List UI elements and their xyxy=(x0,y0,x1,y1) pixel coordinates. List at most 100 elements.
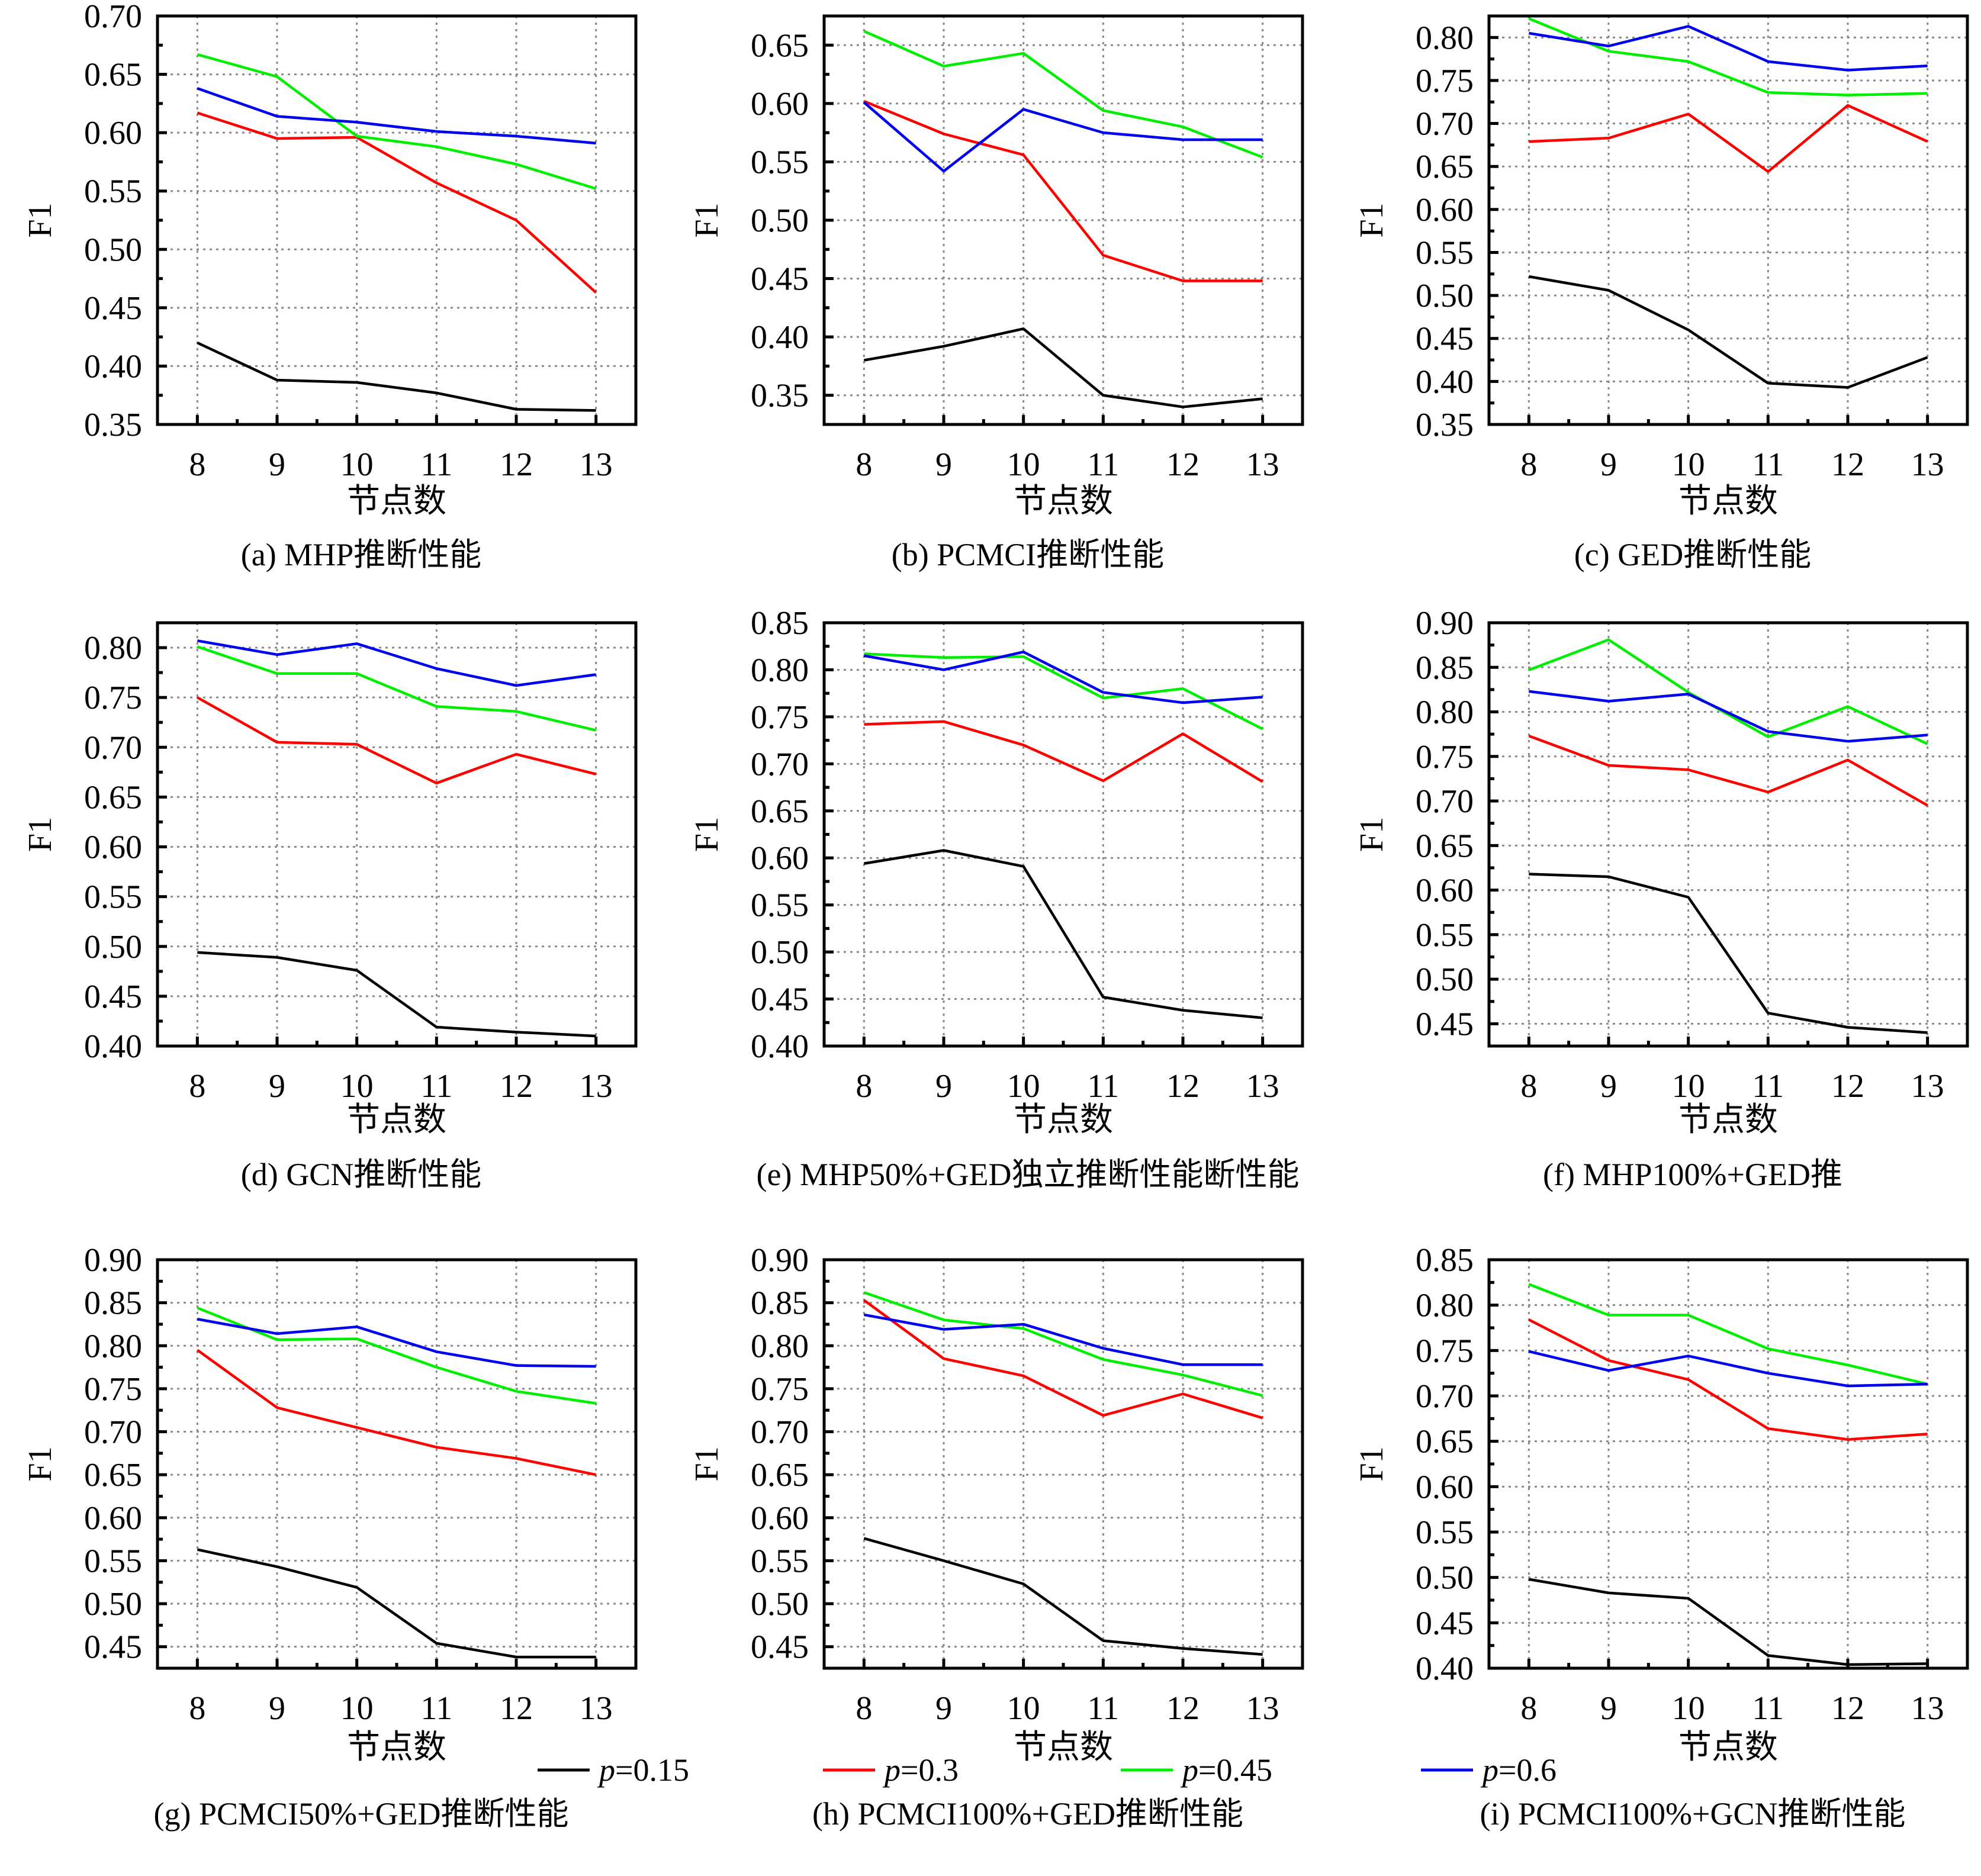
x-tick-label: 11 xyxy=(420,1068,452,1105)
y-tick-label: 0.65 xyxy=(1416,149,1474,185)
series-line-p-0-6 xyxy=(1529,690,1928,743)
series-line-p-0-3 xyxy=(197,696,597,785)
x-tick-label: 9 xyxy=(269,1690,285,1727)
y-tick-label: 0.85 xyxy=(1416,649,1474,686)
y-tick-label: 0.40 xyxy=(751,1028,809,1065)
y-axis-title: F1 xyxy=(22,202,59,237)
y-tick-label: 0.45 xyxy=(84,290,142,327)
x-tick-label: 13 xyxy=(1911,1690,1944,1727)
x-tick-label: 10 xyxy=(340,446,374,483)
y-tick-label: 0.45 xyxy=(751,261,809,298)
x-tick-label: 12 xyxy=(1831,446,1864,483)
x-tick-label: 10 xyxy=(1672,1068,1705,1105)
y-tick-label: 0.60 xyxy=(84,829,142,866)
series-line-p-0-3 xyxy=(197,111,597,294)
series-line-p-0-3 xyxy=(863,1299,1263,1420)
y-tick-label: 0.40 xyxy=(84,1028,142,1065)
y-tick-label: 0.75 xyxy=(1416,63,1474,99)
y-tick-label: 0.40 xyxy=(84,348,142,385)
y-tick-label: 0.45 xyxy=(1416,1006,1474,1042)
x-tick-label: 13 xyxy=(1246,1068,1279,1105)
x-tick-label: 12 xyxy=(1166,1068,1199,1105)
x-tick-label: 10 xyxy=(1007,1690,1040,1727)
plot-frame xyxy=(822,14,1304,426)
series-line-p-0-3 xyxy=(197,1349,597,1476)
y-tick-label: 0.35 xyxy=(1416,407,1474,443)
legend-var: p xyxy=(1480,1752,1498,1788)
x-tick-label: 8 xyxy=(1520,1690,1537,1727)
x-tick-label: 10 xyxy=(1007,446,1040,483)
x-tick-label: 9 xyxy=(1600,1690,1617,1727)
x-tick-label: 13 xyxy=(580,1068,613,1105)
series-line-p-0-6 xyxy=(863,651,1263,704)
legend-value: =0.45 xyxy=(1198,1752,1272,1788)
y-tick-label: 0.80 xyxy=(1416,694,1474,731)
chart-panel-a: 0.35 0.40 0.45 0.50 0.55 0.60 0.65 0.70 8 9 10 11 12… xyxy=(22,0,638,572)
y-tick-label: 0.50 xyxy=(1416,961,1474,998)
series-line-p-0-45 xyxy=(864,652,1263,731)
x-tick-label: 9 xyxy=(269,1068,285,1105)
y-axis-title: F1 xyxy=(1353,1446,1390,1481)
chart-caption: (f) MHP100%+GED推 xyxy=(1543,1157,1842,1192)
y-tick-label: 0.85 xyxy=(751,605,809,642)
series-line-p-0-45 xyxy=(197,1307,597,1405)
chart-panel-g: 0.45 0.50 0.55 0.60 0.65 0.70 0.75 0.80 0.85 0.90… xyxy=(22,1242,638,1832)
x-tick-label: 13 xyxy=(1246,1690,1279,1727)
x-tick-label: 12 xyxy=(1166,1690,1199,1727)
x-tick-label: 11 xyxy=(1087,1068,1119,1105)
series-line-p-0-6 xyxy=(863,101,1263,173)
x-tick-label: 13 xyxy=(1911,1068,1944,1105)
series-line-p-0-3 xyxy=(863,99,1263,282)
series-line-p-0-45 xyxy=(863,1291,1263,1397)
chart-caption: (i) PCMCI100%+GCN推断性能 xyxy=(1480,1796,1906,1832)
series-line-p-0-15 xyxy=(197,1548,596,1659)
x-tick-label: 11 xyxy=(1752,1068,1784,1105)
x-tick-label: 9 xyxy=(1600,1068,1617,1105)
series-line-p-0-15 xyxy=(1529,873,1928,1034)
y-axis-title: F1 xyxy=(22,817,59,852)
x-tick-label: 11 xyxy=(1087,446,1119,483)
y-tick-label: 0.55 xyxy=(751,1543,809,1579)
y-tick-label: 0.70 xyxy=(751,1414,809,1451)
y-tick-label: 0.90 xyxy=(751,1242,809,1279)
y-tick-label: 0.40 xyxy=(1416,363,1474,400)
y-tick-label: 0.45 xyxy=(84,979,142,1015)
y-axis-title: F1 xyxy=(689,202,725,237)
x-tick-label: 12 xyxy=(500,446,533,483)
y-tick-label: 0.70 xyxy=(1416,1378,1474,1415)
series-line-p-0-45 xyxy=(1528,638,1928,745)
series-line-p-0-45 xyxy=(1528,1283,1928,1386)
plot-frame xyxy=(822,621,1304,1048)
x-tick-label: 11 xyxy=(420,446,452,483)
y-axis-title: F1 xyxy=(689,1446,725,1481)
plot-frame xyxy=(1487,1258,1969,1670)
y-tick-label: 0.75 xyxy=(84,1371,142,1408)
plot-frame xyxy=(822,1258,1304,1670)
x-tick-label: 10 xyxy=(1007,1068,1040,1105)
series-line-p-0-3 xyxy=(1529,104,1928,173)
y-axis-title: F1 xyxy=(1353,202,1390,237)
y-tick-label: 0.65 xyxy=(84,57,142,94)
y-tick-label: 0.60 xyxy=(84,115,142,152)
y-tick-label: 0.55 xyxy=(84,1543,142,1579)
series-line-p-0-3 xyxy=(1528,1318,1928,1441)
y-tick-label: 0.70 xyxy=(751,746,809,783)
series-line-p-0-15 xyxy=(863,327,1263,408)
y-tick-label: 0.45 xyxy=(1416,1605,1474,1642)
series-line-p-0-6 xyxy=(197,1318,596,1368)
legend-item: p=0.15 xyxy=(538,1752,689,1788)
x-tick-label: 8 xyxy=(856,1068,872,1105)
y-tick-label: 0.65 xyxy=(1416,828,1474,864)
x-tick-label: 10 xyxy=(340,1068,374,1105)
y-tick-label: 0.65 xyxy=(751,27,809,64)
series-line-p-0-15 xyxy=(1528,1578,1928,1666)
plot-frame xyxy=(1487,14,1969,426)
y-tick-label: 0.55 xyxy=(84,879,142,916)
legend-value: =0.6 xyxy=(1498,1752,1556,1788)
plot-frame xyxy=(156,1258,638,1670)
y-tick-label: 0.45 xyxy=(751,1629,809,1666)
y-tick-label: 0.85 xyxy=(1416,1242,1474,1279)
x-tick-label: 8 xyxy=(1520,1068,1537,1105)
y-axis-title: F1 xyxy=(1353,817,1390,852)
